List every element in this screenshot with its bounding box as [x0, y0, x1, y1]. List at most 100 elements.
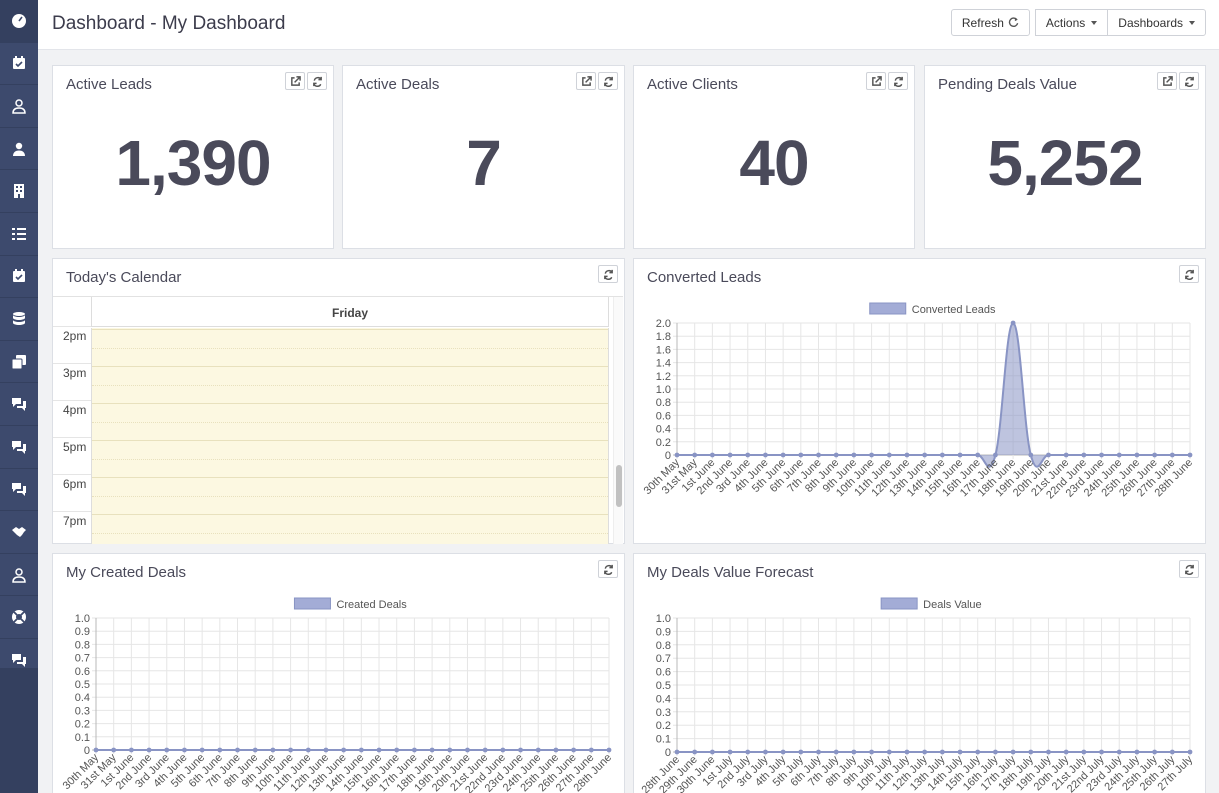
calendar-slot-line — [92, 421, 608, 423]
panel-tools — [866, 72, 908, 90]
y-tick-label: 1.0 — [75, 613, 90, 625]
legend-swatch — [880, 597, 918, 610]
refresh-panel-button[interactable] — [598, 265, 618, 283]
data-point — [128, 747, 134, 753]
data-point — [606, 747, 612, 753]
sidebar-item[interactable] — [0, 85, 38, 128]
open-external-button[interactable] — [285, 72, 305, 90]
sidebar-item[interactable] — [0, 469, 38, 512]
y-tick-label: 0 — [665, 747, 671, 759]
external-link-icon — [1162, 75, 1173, 86]
data-point — [798, 749, 804, 755]
sidebar-item[interactable] — [0, 0, 38, 43]
data-point — [1046, 452, 1051, 458]
sidebar-item[interactable] — [0, 596, 38, 639]
calendar-scrollbar[interactable] — [613, 297, 623, 544]
sidebar-item[interactable] — [0, 170, 38, 213]
sidebar-item[interactable] — [0, 383, 38, 426]
external-link-icon — [581, 75, 592, 86]
data-point — [199, 747, 205, 753]
calendar-time-label: 4pm — [63, 403, 87, 417]
stat-panel-active-leads: Active Leads 1,390 — [52, 65, 334, 249]
sidebar-item[interactable] — [0, 554, 38, 597]
y-tick-label: 0.9 — [656, 626, 671, 638]
data-point — [922, 749, 928, 755]
data-point — [270, 747, 276, 753]
y-tick-label: 0.7 — [75, 653, 90, 665]
building-icon — [14, 184, 24, 199]
data-point — [447, 747, 453, 753]
panel-title: Today's Calendar — [66, 269, 182, 286]
y-tick-label: 0.6 — [75, 666, 90, 678]
dashboards-dropdown[interactable]: Dashboards — [1107, 9, 1206, 36]
page-title: Dashboard - My Dashboard — [52, 13, 286, 34]
data-point — [182, 747, 187, 753]
data-point — [217, 747, 223, 753]
scrollbar-thumb[interactable] — [616, 465, 622, 507]
data-point — [939, 749, 945, 755]
y-tick-label: 0.6 — [656, 667, 671, 679]
sidebar-item[interactable] — [0, 511, 38, 554]
data-point — [957, 452, 963, 458]
refresh-panel-button[interactable] — [1179, 560, 1199, 578]
data-point — [500, 747, 506, 753]
data-point — [957, 749, 963, 755]
refresh-panel-button[interactable] — [307, 72, 327, 90]
series-line — [677, 321, 1190, 468]
data-point — [709, 452, 715, 458]
data-point — [1081, 749, 1087, 755]
refresh-panel-button[interactable] — [1179, 265, 1199, 283]
open-external-button[interactable] — [1157, 72, 1177, 90]
data-point — [1010, 749, 1016, 755]
y-tick-label: 0.5 — [656, 680, 671, 692]
calendar-slot-line — [92, 495, 608, 497]
legend-label: Converted Leads — [912, 304, 996, 316]
y-tick-label: 0.4 — [656, 693, 671, 705]
calendar-slot-line — [92, 329, 608, 330]
dashboard-icon — [12, 13, 26, 28]
sidebar-item[interactable] — [0, 43, 38, 86]
panel-tools — [1179, 265, 1199, 283]
data-point — [1028, 749, 1034, 755]
comments-icon — [12, 440, 26, 454]
panel-title: Active Leads — [66, 76, 152, 93]
y-tick-label: 0.8 — [75, 639, 90, 651]
legend-label: Created Deals — [336, 599, 407, 611]
y-tick-label: 0.2 — [656, 720, 671, 732]
sidebar-item[interactable] — [0, 298, 38, 341]
refresh-panel-button[interactable] — [598, 72, 618, 90]
calendar-slot-line — [92, 384, 608, 386]
calendar-panel: Today's Calendar Friday 2pm 3pm 4pm 5pm 6pm 7… — [52, 258, 625, 544]
open-external-button[interactable] — [576, 72, 596, 90]
refresh-panel-button[interactable] — [888, 72, 908, 90]
calendar-time-label: 2pm — [63, 329, 87, 343]
calendar-hour-line — [53, 363, 91, 364]
external-link-icon — [871, 75, 882, 86]
refresh-icon — [1184, 76, 1194, 87]
sidebar-item[interactable] — [0, 128, 38, 171]
data-point — [869, 749, 874, 755]
sidebar-item[interactable] — [0, 213, 38, 256]
data-point — [709, 749, 715, 755]
data-point — [1134, 452, 1140, 458]
open-external-button[interactable] — [866, 72, 886, 90]
sidebar-item[interactable] — [0, 341, 38, 384]
data-point — [146, 747, 152, 753]
refresh-icon — [1184, 269, 1194, 280]
y-tick-label: 0.5 — [75, 679, 90, 691]
refresh-panel-button[interactable] — [1179, 72, 1199, 90]
data-point — [1187, 452, 1193, 458]
data-point — [1063, 452, 1069, 458]
data-point — [376, 747, 382, 753]
data-point — [674, 749, 680, 755]
refresh-panel-button[interactable] — [598, 560, 618, 578]
sidebar-item[interactable] — [0, 426, 38, 469]
calendar-day-column[interactable] — [91, 328, 609, 544]
created-deals-chart: Created Deals 1.00.90.8 0.70.60.50.40.3 0.2… — [61, 597, 614, 793]
y-tick-label: 0.3 — [75, 705, 90, 717]
actions-dropdown[interactable]: Actions — [1034, 9, 1109, 36]
external-link-icon — [290, 75, 301, 86]
sidebar-item[interactable] — [0, 256, 38, 299]
refresh-button[interactable]: Refresh — [950, 9, 1030, 36]
converted-leads-panel: Converted Leads Converted Leads 2.0 1.8 1.6… — [633, 258, 1206, 544]
